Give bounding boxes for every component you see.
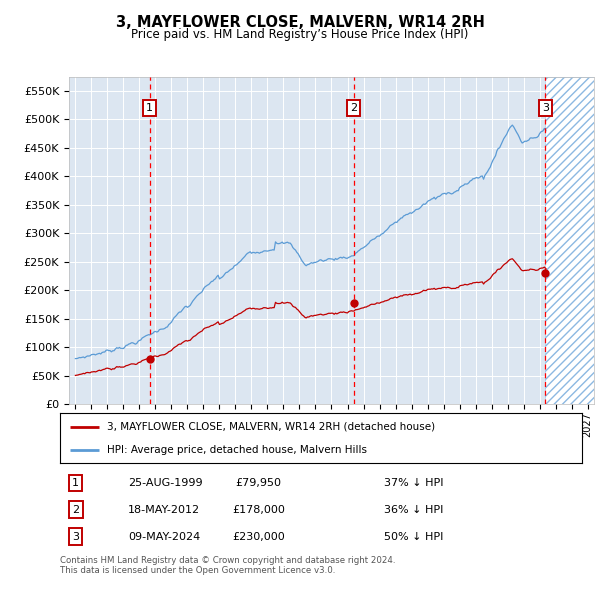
Text: This data is licensed under the Open Government Licence v3.0.: This data is licensed under the Open Gov… — [60, 566, 335, 575]
Text: 3, MAYFLOWER CLOSE, MALVERN, WR14 2RH: 3, MAYFLOWER CLOSE, MALVERN, WR14 2RH — [116, 15, 484, 30]
Text: 36% ↓ HPI: 36% ↓ HPI — [383, 505, 443, 514]
Text: 3: 3 — [72, 532, 79, 542]
Text: 1: 1 — [72, 478, 79, 488]
Text: 2: 2 — [350, 103, 357, 113]
Text: 50% ↓ HPI: 50% ↓ HPI — [383, 532, 443, 542]
Text: Contains HM Land Registry data © Crown copyright and database right 2024.: Contains HM Land Registry data © Crown c… — [60, 556, 395, 565]
Text: 2: 2 — [72, 505, 79, 514]
Text: 1: 1 — [146, 103, 153, 113]
Text: 3, MAYFLOWER CLOSE, MALVERN, WR14 2RH (detached house): 3, MAYFLOWER CLOSE, MALVERN, WR14 2RH (d… — [107, 421, 435, 431]
Text: £79,950: £79,950 — [235, 478, 281, 488]
Text: £230,000: £230,000 — [232, 532, 285, 542]
Text: 37% ↓ HPI: 37% ↓ HPI — [383, 478, 443, 488]
Text: 09-MAY-2024: 09-MAY-2024 — [128, 532, 200, 542]
Text: 3: 3 — [542, 103, 549, 113]
Text: £178,000: £178,000 — [232, 505, 285, 514]
Text: HPI: Average price, detached house, Malvern Hills: HPI: Average price, detached house, Malv… — [107, 445, 367, 455]
Text: 25-AUG-1999: 25-AUG-1999 — [128, 478, 202, 488]
Text: 18-MAY-2012: 18-MAY-2012 — [128, 505, 200, 514]
Text: Price paid vs. HM Land Registry’s House Price Index (HPI): Price paid vs. HM Land Registry’s House … — [131, 28, 469, 41]
